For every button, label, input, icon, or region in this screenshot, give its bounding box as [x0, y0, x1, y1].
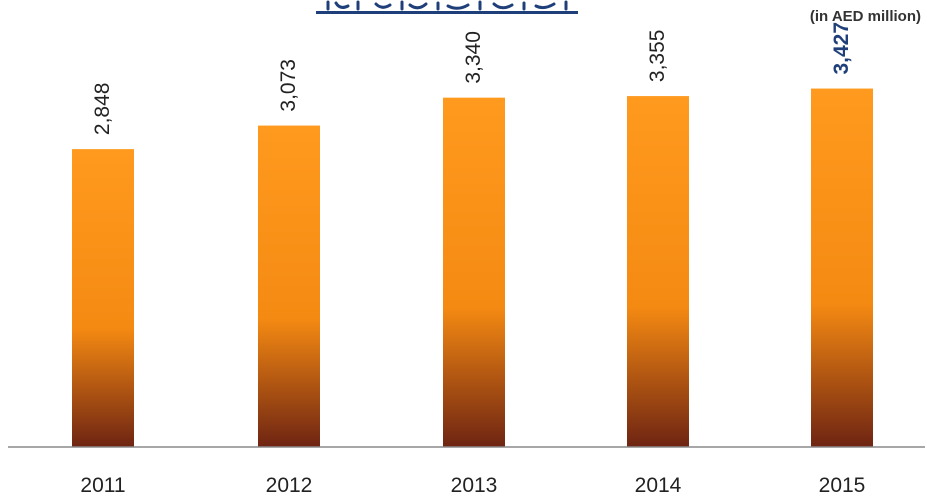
bars-layer [72, 88, 873, 447]
bar-2012 [258, 125, 320, 447]
bar-2014 [627, 96, 689, 447]
value-label-2015: 3,427 [830, 22, 853, 75]
title-mark [318, 0, 578, 14]
arabic-title-glyphs [326, 0, 568, 11]
bar-2015 [811, 88, 873, 447]
bar-2013 [443, 97, 505, 447]
labels-layer: 2,848 2011 3,073 2012 3,340 2013 3,355 2014 3,42… [80, 22, 865, 497]
category-label-2012: 2012 [266, 474, 313, 497]
value-label-2013: 3,340 [462, 31, 485, 84]
value-label-2011: 2,848 [91, 83, 114, 136]
value-label-2014: 3,355 [646, 30, 669, 83]
category-label-2015: 2015 [819, 474, 866, 497]
category-label-2013: 2013 [451, 474, 498, 497]
unit-label: (in AED million) [809, 8, 921, 25]
bar-2011 [72, 149, 134, 447]
category-label-2011: 2011 [80, 474, 125, 497]
category-label-2014: 2014 [635, 474, 682, 497]
title-underline [316, 11, 578, 14]
value-label-2012: 3,073 [277, 59, 300, 112]
